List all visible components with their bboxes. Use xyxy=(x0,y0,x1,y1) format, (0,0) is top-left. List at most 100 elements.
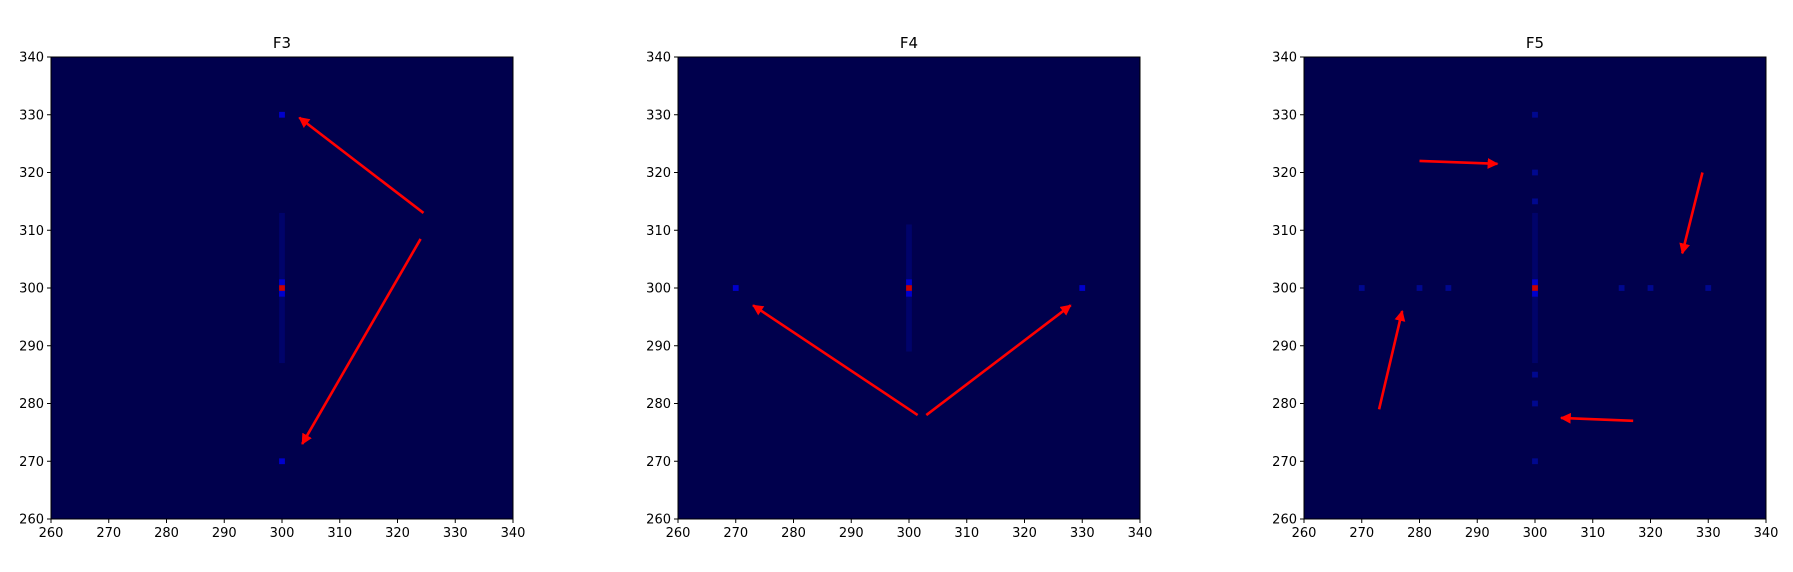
frequency-peak xyxy=(1532,371,1538,378)
x-tick-label: 300 xyxy=(1523,526,1548,541)
y-tick-label: 330 xyxy=(1272,108,1297,123)
frequency-peak xyxy=(1532,169,1538,176)
frequency-peak xyxy=(1532,290,1538,297)
frequency-peak xyxy=(1532,111,1538,118)
x-tick-label: 310 xyxy=(327,526,352,541)
x-tick-label: 320 xyxy=(385,526,410,541)
frequency-peak xyxy=(1532,400,1538,407)
frequency-peak xyxy=(279,290,285,297)
x-tick-label: 260 xyxy=(1292,526,1317,541)
x-tick-label: 270 xyxy=(96,526,121,541)
y-tick-label: 320 xyxy=(1272,166,1297,181)
x-tick-label: 260 xyxy=(39,526,64,541)
frequency-peak xyxy=(279,458,285,465)
frequency-peak xyxy=(1647,285,1654,291)
heatmap-marks xyxy=(279,111,425,465)
x-tick-label: 310 xyxy=(954,526,979,541)
panel-title: F4 xyxy=(900,34,918,52)
heatmap-marks xyxy=(732,224,1086,417)
y-tick-label: 320 xyxy=(19,166,44,181)
x-tick-label: 320 xyxy=(1638,526,1663,541)
x-tick-label: 340 xyxy=(1754,526,1779,541)
x-tick-label: 280 xyxy=(781,526,806,541)
x-tick-label: 340 xyxy=(1128,526,1153,541)
y-tick-label: 300 xyxy=(1272,282,1297,297)
frequency-peak xyxy=(279,111,285,118)
x-tick-label: 320 xyxy=(1012,526,1037,541)
x-tick-label: 290 xyxy=(212,526,237,541)
plot-frame xyxy=(50,56,514,520)
arrow-annotation xyxy=(301,238,422,445)
frequency-peak xyxy=(279,285,285,291)
frequency-peak xyxy=(1079,285,1086,291)
y-tick-label: 340 xyxy=(19,51,44,66)
x-tick-label: 330 xyxy=(1070,526,1095,541)
arrow-annotation xyxy=(925,304,1072,417)
y-tick-label: 310 xyxy=(646,224,671,239)
x-tick-label: 270 xyxy=(1349,526,1374,541)
arrow-annotation xyxy=(298,116,425,214)
x-tick-label: 290 xyxy=(1465,526,1490,541)
axis-ticks: 260 270 280 290 300 310 320 330 340 260 270 280 290 3… xyxy=(19,51,525,542)
y-tick-label: 260 xyxy=(646,513,671,528)
y-tick-label: 300 xyxy=(646,282,671,297)
y-tick-label: 270 xyxy=(1272,455,1297,470)
frequency-peak xyxy=(1445,285,1452,291)
y-tick-label: 290 xyxy=(646,339,671,354)
y-tick-label: 260 xyxy=(1272,513,1297,528)
y-tick-label: 280 xyxy=(1272,397,1297,412)
frequency-peak xyxy=(906,279,912,286)
y-tick-label: 290 xyxy=(1272,339,1297,354)
frequency-peak xyxy=(1358,285,1365,291)
panel-title: F5 xyxy=(1526,34,1544,52)
panel-f5: F5 260 270 280 290 300 310 320 330 3402602702802… xyxy=(1272,34,1778,541)
x-tick-label: 310 xyxy=(1580,526,1605,541)
y-tick-label: 330 xyxy=(19,108,44,123)
y-tick-label: 310 xyxy=(1272,224,1297,239)
y-tick-label: 270 xyxy=(19,455,44,470)
x-tick-label: 280 xyxy=(1407,526,1432,541)
panel-title: F3 xyxy=(273,34,291,52)
frequency-peak xyxy=(279,279,285,286)
y-tick-label: 320 xyxy=(646,166,671,181)
y-tick-label: 280 xyxy=(646,397,671,412)
x-tick-label: 290 xyxy=(839,526,864,541)
panel-f4: F4 260 270 280 290 300 310 320 330 3402602702802… xyxy=(646,34,1152,541)
plot-frame xyxy=(677,56,1141,520)
frequency-peak xyxy=(1618,285,1625,291)
frequency-peak xyxy=(1532,458,1538,465)
y-tick-label: 280 xyxy=(19,397,44,412)
arrow-annotation xyxy=(752,304,919,417)
axis-ticks: 260 270 280 290 300 310 320 330 340 260 270 280 290 3… xyxy=(646,51,1152,542)
arrow-annotation xyxy=(1559,412,1634,424)
frequency-peak xyxy=(1705,285,1712,291)
frequency-peak xyxy=(1532,285,1538,291)
x-tick-label: 280 xyxy=(154,526,179,541)
x-tick-label: 340 xyxy=(501,526,526,541)
y-tick-label: 340 xyxy=(1272,51,1297,66)
arrow-annotation xyxy=(1419,158,1499,169)
frequency-peak xyxy=(732,285,739,291)
frequency-peak xyxy=(906,290,912,297)
frequency-peak xyxy=(1532,198,1538,205)
y-tick-label: 300 xyxy=(19,282,44,297)
arrow-annotation xyxy=(1679,172,1704,255)
y-tick-label: 340 xyxy=(646,51,671,66)
y-tick-label: 270 xyxy=(646,455,671,470)
x-tick-label: 300 xyxy=(897,526,922,541)
x-tick-label: 270 xyxy=(723,526,748,541)
heatmap-marks xyxy=(1358,111,1712,465)
y-tick-label: 330 xyxy=(646,108,671,123)
x-tick-label: 300 xyxy=(270,526,295,541)
frequency-peak xyxy=(906,285,912,291)
x-tick-label: 330 xyxy=(1696,526,1721,541)
plot-frame xyxy=(1303,56,1767,520)
y-tick-label: 290 xyxy=(19,339,44,354)
axis-ticks: 260 270 280 290 300 310 320 330 340 260 270 280 290 3… xyxy=(1272,51,1778,542)
frequency-peak xyxy=(1532,279,1538,286)
y-tick-label: 310 xyxy=(19,224,44,239)
y-tick-label: 260 xyxy=(19,513,44,528)
panel-f3: F3 260 270 280 290 300 310 320 330 3402602702802… xyxy=(19,34,525,541)
x-tick-label: 330 xyxy=(443,526,468,541)
